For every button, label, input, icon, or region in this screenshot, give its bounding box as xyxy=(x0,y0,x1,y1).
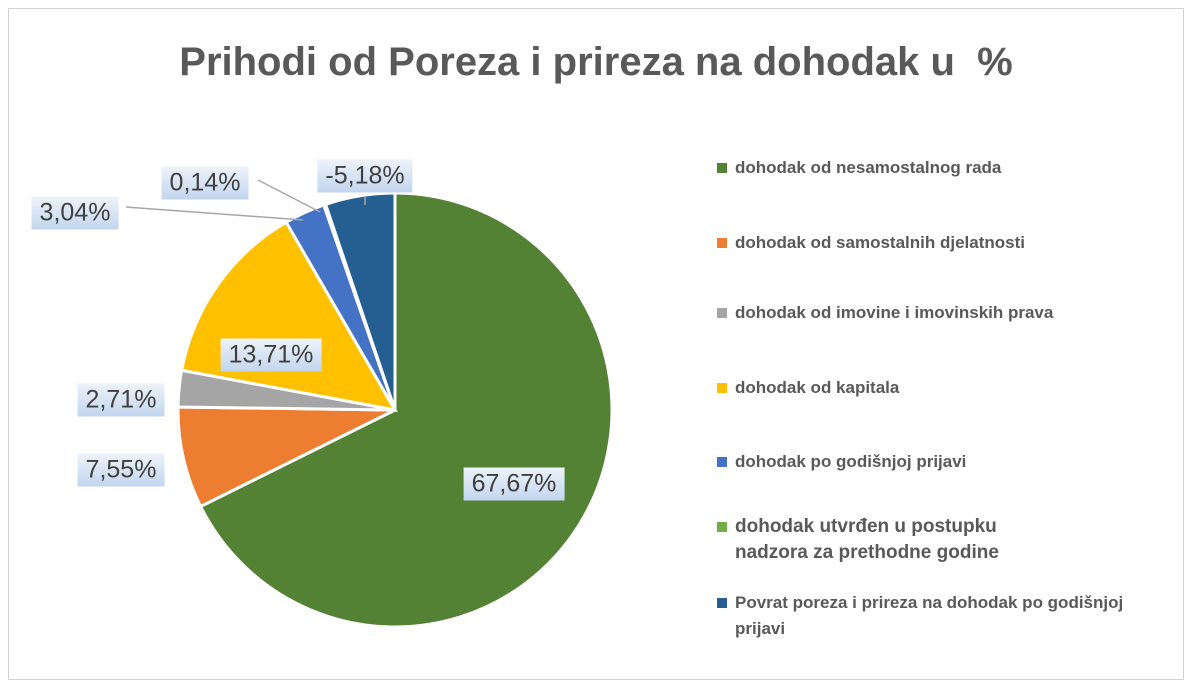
legend-label: dohodak od imovine i imovinskih prava xyxy=(735,303,1054,322)
data-label: 0,14% xyxy=(161,166,249,200)
pie-slice xyxy=(198,191,614,629)
legend-label: dohodak od nesamostalnog rada xyxy=(735,158,1002,177)
legend-swatch xyxy=(717,163,727,173)
data-label: 67,67% xyxy=(463,467,565,501)
legend-label: dohodak po godišnjoj prijavi xyxy=(735,452,967,471)
legend-swatch xyxy=(717,383,727,393)
legend-swatch xyxy=(717,522,727,532)
leader-line xyxy=(125,206,304,221)
data-label: 2,71% xyxy=(77,383,165,417)
legend-swatch xyxy=(717,308,727,318)
data-label: 3,04% xyxy=(31,196,119,230)
chart-frame xyxy=(8,8,1184,680)
leader-line xyxy=(257,179,321,213)
legend-label: dohodak od kapitala xyxy=(735,378,900,397)
chart-title: Prihodi od Poreza i prireza na dohodak u… xyxy=(179,40,1013,84)
data-label: 7,55% xyxy=(77,453,165,487)
legend-label: Povrat poreza i prireza na dohodak po go… xyxy=(735,593,1124,638)
pie-slice xyxy=(176,405,396,509)
legend-swatch xyxy=(717,457,727,467)
legend-swatch xyxy=(717,238,727,248)
data-label: 13,71% xyxy=(220,338,322,372)
legend-label: dohodak utvrđen u postupku nadzora za pr… xyxy=(735,516,999,563)
pie-slice xyxy=(323,191,397,411)
legend-label: dohodak od samostalnih djelatnosti xyxy=(735,233,1025,252)
legend-swatch xyxy=(717,598,727,608)
data-label: -5,18% xyxy=(317,159,413,193)
